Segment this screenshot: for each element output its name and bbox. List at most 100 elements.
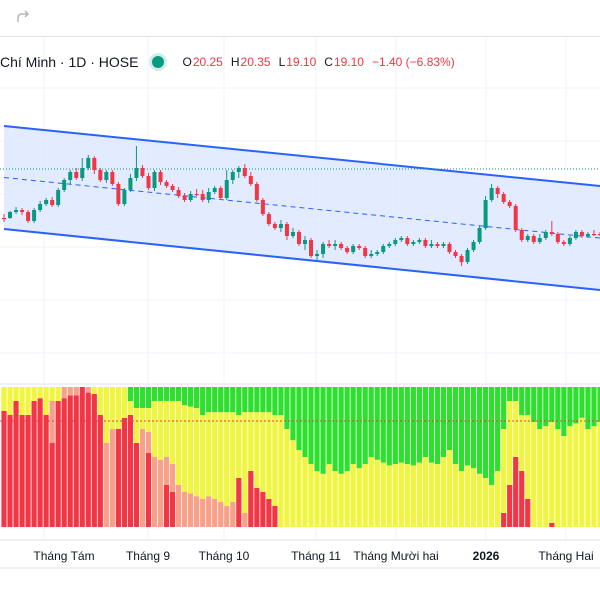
indicator-bar — [386, 387, 392, 466]
indicator-bar — [392, 387, 398, 464]
indicator-bar — [416, 462, 422, 527]
indicator-bar — [543, 387, 549, 427]
ohlc-values: O20.25 H20.35 L19.10 C19.10 −1.40 (−6.83… — [182, 55, 454, 69]
indicator-bar — [308, 464, 314, 527]
indicator-bar — [97, 387, 103, 415]
indicator-bar — [290, 387, 296, 441]
candle-body — [164, 182, 169, 186]
indicator-bar — [320, 387, 326, 474]
candle-body — [122, 190, 127, 204]
candle-body — [351, 246, 356, 252]
indicator-bar — [25, 387, 31, 415]
candle-body — [134, 168, 139, 178]
x-tick-label: Tháng 10 — [199, 549, 250, 563]
indicator-bar — [452, 464, 459, 527]
indicator-bar — [73, 387, 79, 396]
indicator-bar — [49, 387, 55, 401]
candle-body — [375, 252, 380, 254]
indicator-bar — [549, 422, 555, 523]
indicator-bar — [579, 387, 585, 418]
indicator-bar — [555, 387, 561, 429]
candle-body — [44, 200, 49, 204]
indicator-bar — [519, 471, 525, 527]
candle-body — [531, 236, 536, 242]
indicator-bar — [585, 387, 591, 429]
symbol-title[interactable]: Chí Minh · 1D · HOSE — [0, 54, 139, 70]
indicator-bar — [573, 423, 579, 527]
indicator-bar — [519, 387, 525, 415]
candle-body — [200, 194, 205, 200]
indicator-bar — [133, 408, 140, 443]
indicator-bar — [1, 387, 7, 411]
indicator-bar — [242, 412, 248, 513]
indicator-bar — [513, 457, 519, 527]
candle-body — [381, 246, 386, 252]
toolbar-separator — [0, 36, 600, 37]
candle-body — [290, 232, 295, 236]
indicator-bar — [332, 471, 338, 527]
indicator-bar — [525, 499, 531, 527]
indicator-bar — [549, 387, 555, 422]
indicator-bar — [163, 485, 170, 527]
change-value: −1.40 (−6.83%) — [371, 55, 455, 69]
indicator-bar — [73, 395, 79, 527]
indicator-bar — [200, 415, 206, 499]
indicator-bar — [266, 412, 272, 499]
candle-body — [92, 158, 97, 170]
indicator-bar — [507, 401, 513, 485]
indicator-bar — [115, 429, 121, 527]
indicator-bar — [272, 506, 278, 527]
indicator-bar — [531, 387, 537, 422]
indicator-bar — [434, 464, 441, 527]
indicator-bar — [206, 412, 212, 497]
indicator-bar — [296, 450, 302, 527]
indicator-bar — [380, 462, 386, 527]
indicator-bar — [121, 387, 127, 418]
indicator-bar — [115, 387, 121, 429]
indicator-bar — [49, 401, 55, 443]
indicator-bar — [458, 387, 465, 471]
candle-body — [206, 192, 211, 200]
candle-body — [369, 254, 374, 256]
candle-body — [363, 248, 368, 256]
indicator-bar — [266, 499, 272, 527]
indicator-bar — [549, 522, 555, 527]
indicator-bar — [483, 478, 489, 527]
indicator-bar — [296, 387, 302, 450]
candle-body — [315, 254, 320, 256]
indicator-bar — [410, 465, 416, 527]
redo-icon[interactable] — [14, 8, 32, 26]
indicator-bar — [555, 429, 561, 527]
market-status-icon[interactable] — [152, 56, 165, 68]
candle-body — [393, 240, 398, 244]
indicator-bar — [188, 387, 194, 407]
indicator-bar — [43, 415, 49, 527]
indicator-bar — [188, 406, 194, 494]
candle-body — [495, 188, 500, 194]
indicator-bar — [368, 387, 374, 457]
candle-body — [387, 244, 392, 246]
indicator-bar — [212, 412, 218, 499]
candle-body — [98, 170, 103, 180]
x-tick-label: Tháng Hai — [538, 549, 593, 563]
indicator-bar — [79, 387, 85, 527]
candle-body — [80, 168, 85, 178]
candle-body — [453, 252, 458, 256]
indicator-bar — [356, 387, 362, 469]
candle-body — [278, 224, 283, 228]
candle-body — [14, 210, 19, 212]
time-axis: Tháng Tám Tháng 9 Tháng 10 Tháng 11 Tháng Mư… — [33, 549, 593, 563]
candle-body — [104, 172, 109, 180]
indicator-bar — [212, 499, 218, 527]
indicator-bar — [434, 387, 441, 464]
indicator-bar — [49, 443, 55, 527]
x-tick-label: Tháng Mười hai — [353, 549, 438, 563]
indicator-bar — [151, 457, 158, 527]
candle-body — [68, 172, 73, 180]
candle-body — [423, 240, 428, 246]
candle-body — [74, 172, 79, 178]
indicator-bar — [368, 457, 374, 527]
candle-body — [176, 190, 181, 196]
indicator-bar — [597, 422, 600, 527]
